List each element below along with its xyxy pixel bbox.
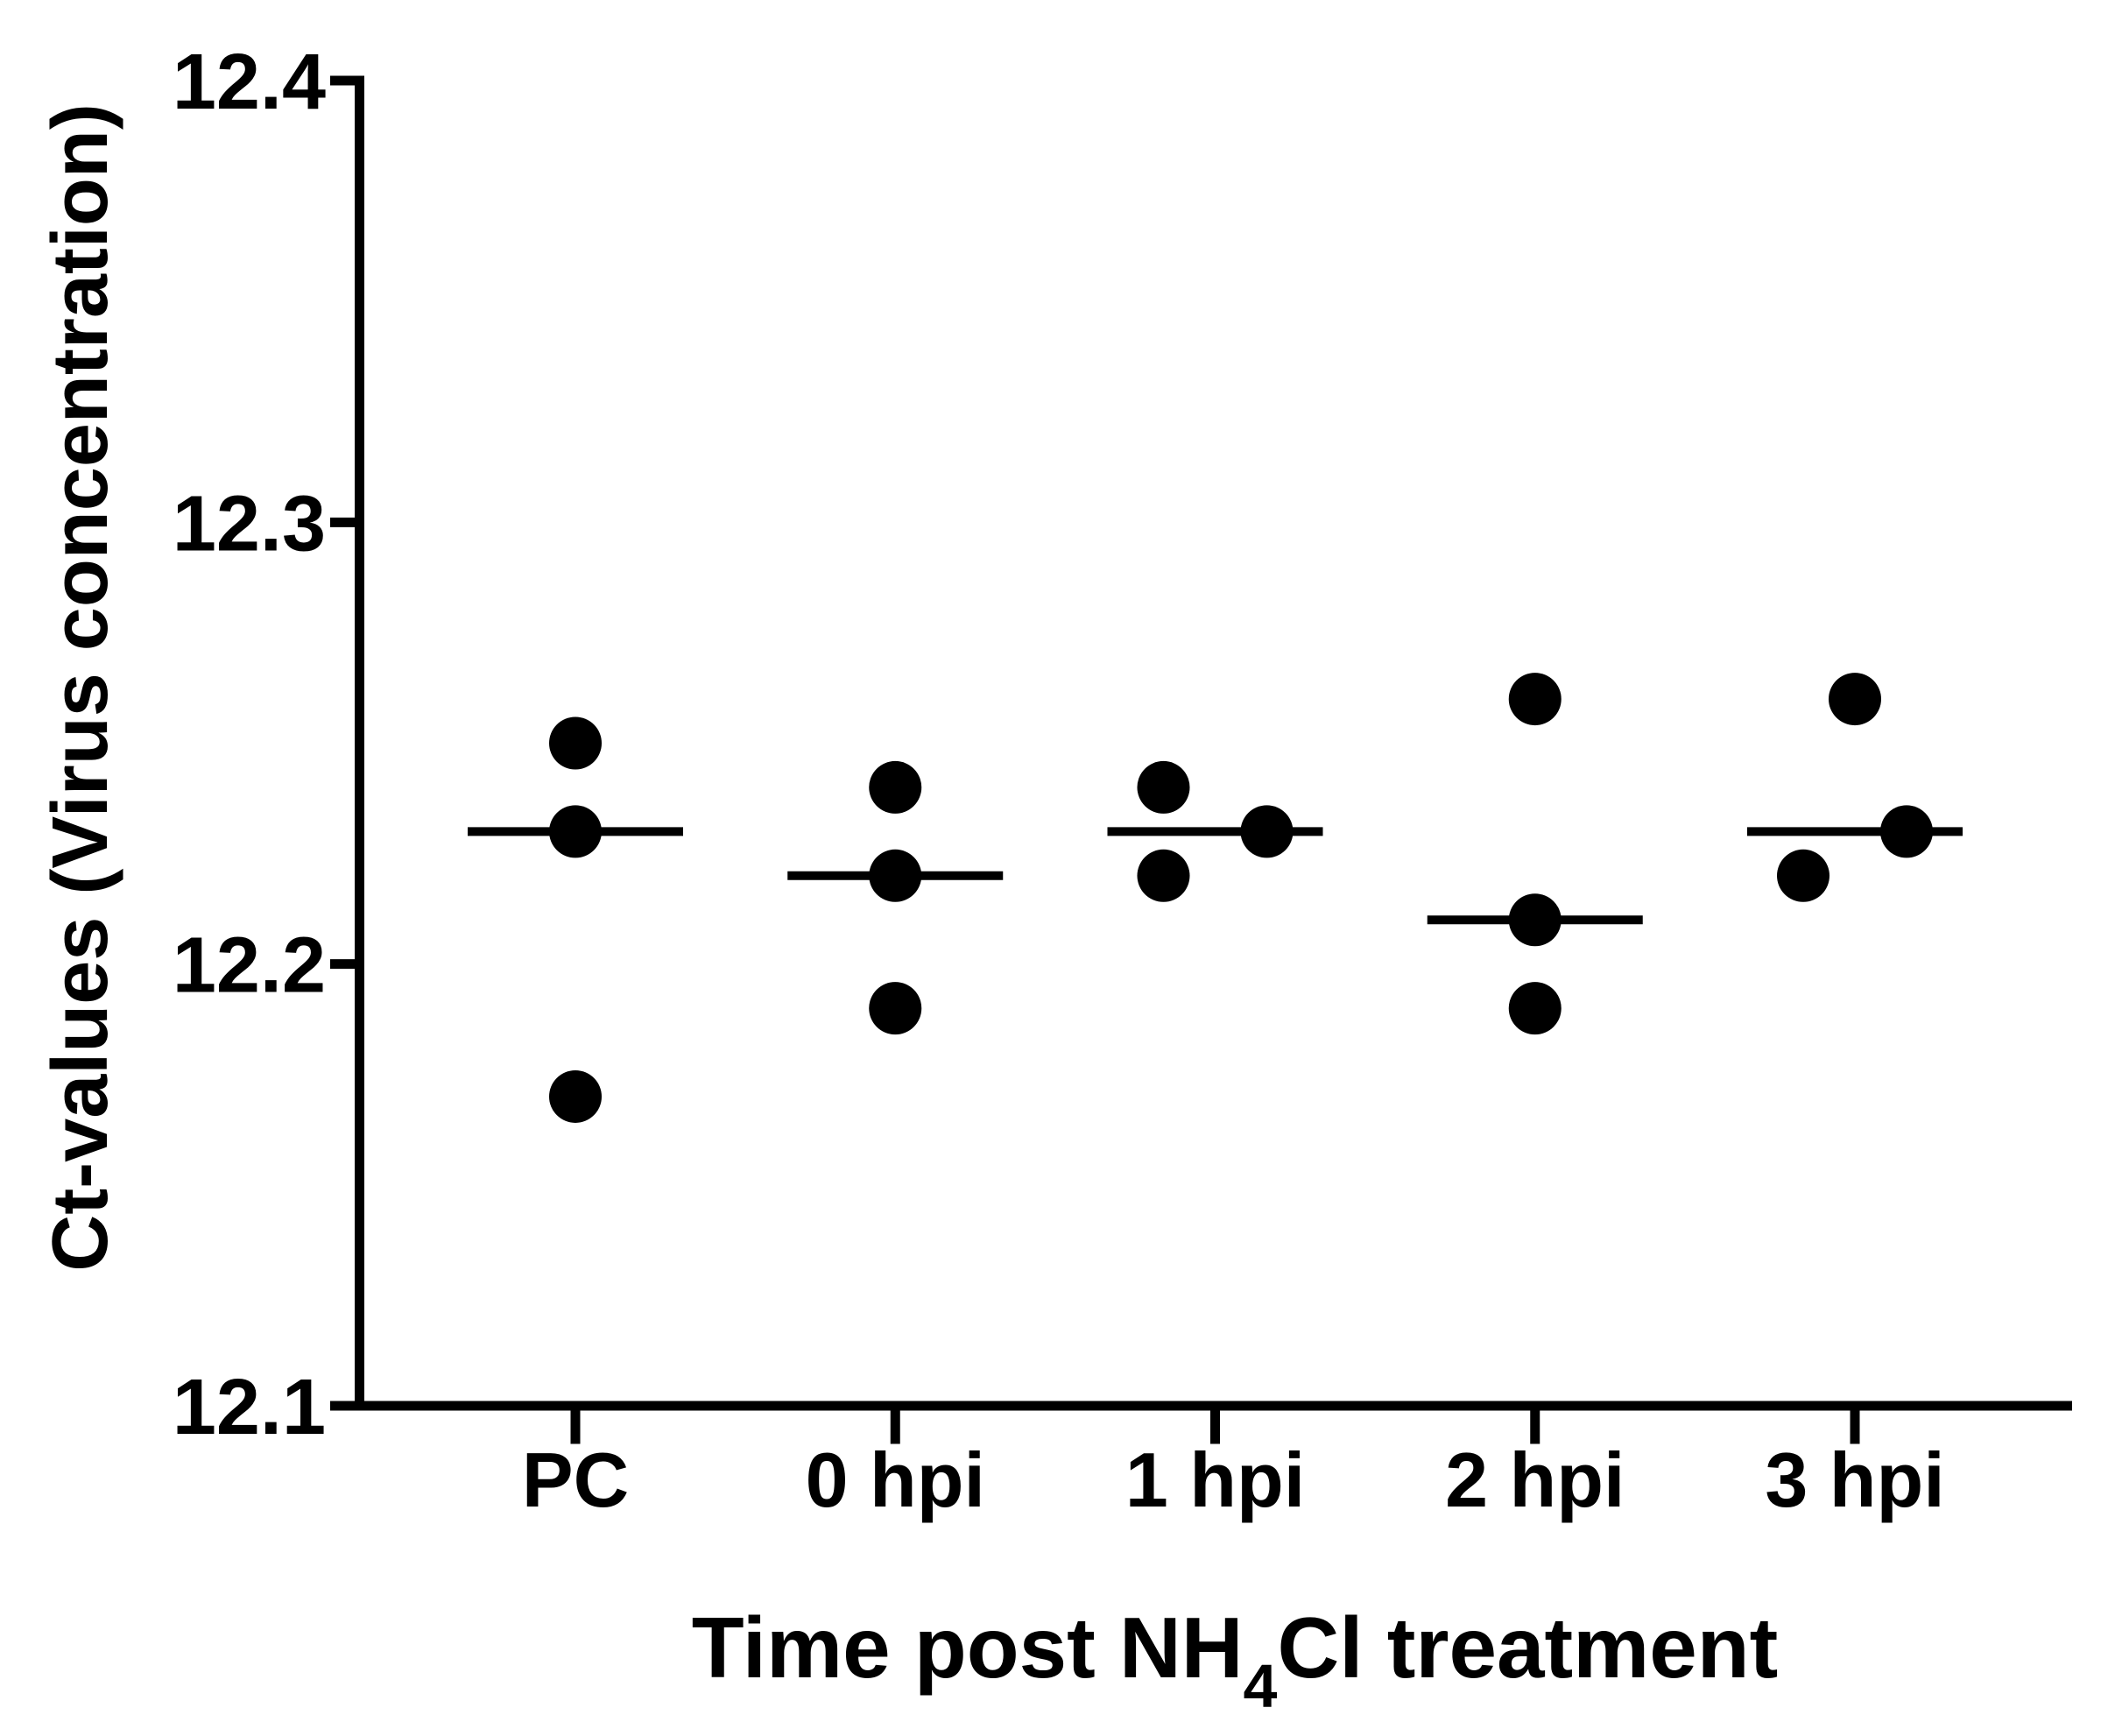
data-point xyxy=(549,1069,602,1123)
x-tick-label: 0 hpi xyxy=(806,1436,985,1523)
data-point xyxy=(1240,805,1294,858)
x-tick-label: 3 hpi xyxy=(1765,1436,1944,1523)
x-axis-title: Time post NH4Cl treatment xyxy=(692,1599,1779,1720)
x-tick-label: 2 hpi xyxy=(1445,1436,1625,1523)
y-tick-label: 12.2 xyxy=(173,922,326,1010)
data-point xyxy=(869,982,922,1035)
x-axis-title-suffix: Cl treatment xyxy=(1277,1599,1778,1696)
data-point xyxy=(549,805,602,858)
y-tick-label: 12.4 xyxy=(173,39,326,126)
data-point xyxy=(1508,893,1562,947)
data-point xyxy=(1137,760,1190,814)
data-point xyxy=(869,849,922,902)
data-point xyxy=(1137,849,1190,902)
y-tick-label: 12.3 xyxy=(173,480,326,568)
x-tick-label: 1 hpi xyxy=(1125,1436,1305,1523)
data-point xyxy=(1508,982,1562,1035)
data-point xyxy=(1829,673,1881,726)
x-axis-title-prefix: Time post NH xyxy=(692,1599,1244,1696)
data-point xyxy=(1880,805,1933,858)
plot-area: 12.4 12.3 12.2 12.1 PC 0 hpi 1 hpi 2 hpi 3 hpi xyxy=(173,39,2072,1523)
y-tick-label: 12.1 xyxy=(173,1364,326,1451)
x-axis-title-subscript: 4 xyxy=(1244,1652,1278,1720)
data-point xyxy=(1777,849,1829,902)
data-point xyxy=(1508,673,1562,726)
data-point xyxy=(869,760,922,814)
data-point xyxy=(549,716,602,770)
y-axis-title: Ct-values (Virus concentration) xyxy=(37,103,124,1272)
x-tick-label: PC xyxy=(522,1436,629,1523)
